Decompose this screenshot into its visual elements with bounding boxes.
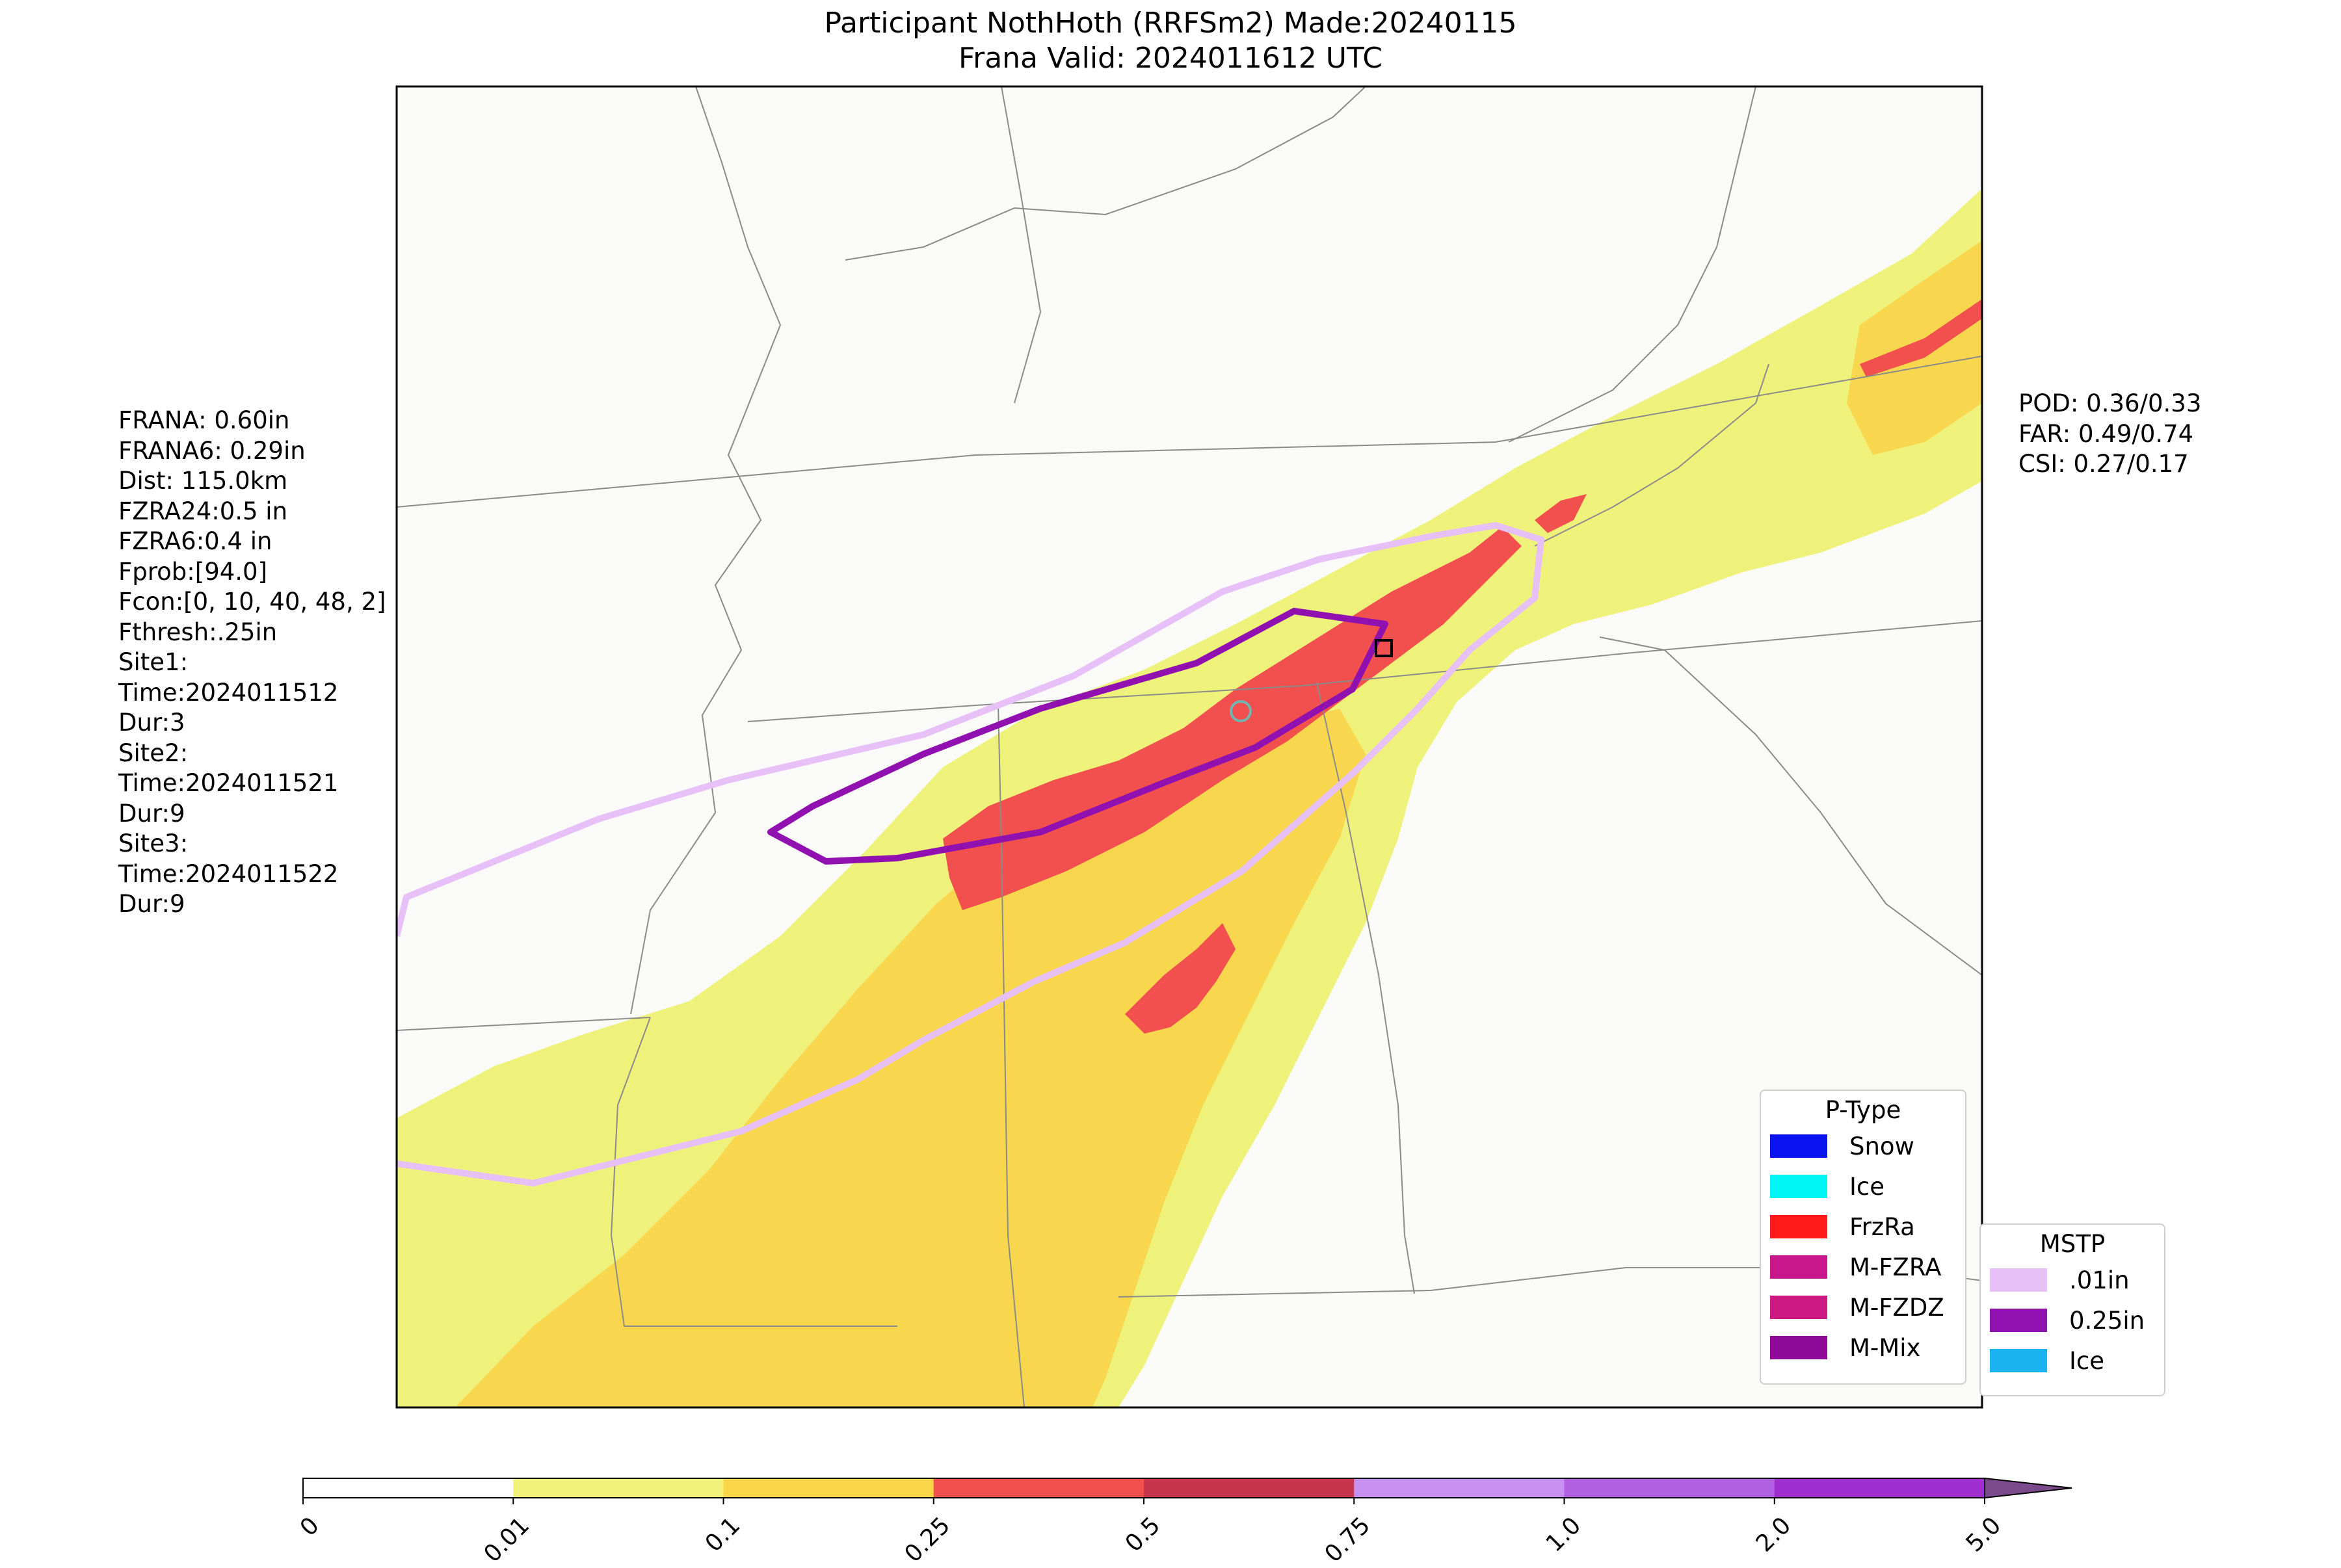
far-stat: FAR: 0.49/0.74	[2018, 419, 2194, 448]
left-stat-line: Time:2024011512	[118, 678, 339, 707]
legend-label: M-FZRA	[1849, 1253, 1942, 1281]
left-stat-line: Dist: 115.0km	[118, 467, 288, 495]
legend-item: 0.25in	[1981, 1300, 2164, 1340]
map-title-line2: Frana Valid: 2024011612 UTC	[959, 42, 1382, 75]
legend-label: FrzRa	[1849, 1212, 1915, 1241]
state-border-ga-sc	[1534, 363, 1769, 547]
legend-swatch	[1770, 1134, 1827, 1158]
map-title-line1: Participant NothHoth (RRFSm2) Made:20240…	[824, 7, 1517, 40]
mstp-025in-contour	[767, 608, 1388, 865]
precip-orange-area	[455, 709, 1366, 1407]
verification-site-circle	[1230, 700, 1252, 722]
left-stat-line: FRANA6: 0.29in	[118, 436, 306, 465]
left-stat-line: Site3:	[118, 830, 189, 857]
left-stats-panel: FRANA: 0.60in FRANA6: 0.29in Dist: 115.0km…	[118, 406, 386, 920]
legend-swatch	[1990, 1268, 2047, 1292]
legend-item: M-Mix	[1761, 1327, 1965, 1368]
state-border-in	[1001, 86, 1042, 404]
precip-red-se-patch	[1125, 923, 1236, 1034]
left-stat-line: FZRA6:0.4 in	[118, 527, 272, 555]
verification-site-square	[1375, 639, 1393, 657]
river-mississippi	[630, 86, 782, 1015]
pod-stat: POD: 0.36/0.33	[2018, 389, 2202, 417]
state-border-ar-la	[397, 1017, 651, 1031]
state-border-ms-al	[998, 705, 1025, 1407]
legend-swatch	[1990, 1349, 2047, 1372]
legend-item: .01in	[1981, 1260, 2164, 1300]
legend-label: M-FZDZ	[1849, 1293, 1944, 1322]
ptype-legend: P-Type Snow Ice FrzRa M-FZRA M-FZDZ M-Mix	[1760, 1090, 1966, 1385]
state-border-al-ga	[1316, 682, 1415, 1294]
state-border-tn-al	[747, 620, 1982, 722]
legend-label: 0.25in	[2069, 1306, 2145, 1335]
left-stat-line: Dur:9	[118, 799, 185, 828]
colorbar-segment	[1774, 1478, 1985, 1498]
colorbar-segment	[1564, 1478, 1775, 1498]
legend-item: Ice	[1981, 1340, 2164, 1381]
right-stats-panel: POD: 0.36/0.33 FAR: 0.49/0.74 CSI: 0.27/0.…	[2018, 389, 2201, 480]
legend-swatch	[1990, 1309, 2047, 1332]
colorbar-segment	[303, 1478, 514, 1498]
legend-swatch	[1770, 1175, 1827, 1198]
csi-stat: CSI: 0.27/0.17	[2018, 450, 2189, 478]
colorbar-segment	[1354, 1478, 1565, 1498]
precip-red-ne	[1860, 299, 1982, 377]
map-frame	[395, 85, 1983, 1409]
colorbar-extend-arrow	[1984, 1477, 2072, 1499]
colorbar-segment	[513, 1478, 724, 1498]
left-stat-line: Time:2024011522	[118, 859, 339, 888]
ptype-legend-title: P-Type	[1825, 1096, 1901, 1124]
legend-swatch	[1770, 1215, 1827, 1238]
left-stat-line: Dur:3	[118, 709, 185, 737]
legend-label: .01in	[2069, 1266, 2130, 1294]
legend-label: M-Mix	[1849, 1333, 1921, 1362]
legend-label: Snow	[1849, 1132, 1914, 1160]
legend-label: Ice	[2069, 1346, 2105, 1375]
colorbar-segment	[723, 1478, 934, 1498]
left-stat-line: FZRA24:0.5 in	[118, 497, 288, 525]
legend-label: Ice	[1849, 1172, 1885, 1201]
legend-swatch	[1770, 1336, 1827, 1359]
precip-red-upper	[1535, 494, 1587, 533]
legend-item: FrzRa	[1761, 1207, 1965, 1247]
left-stat-line: Time:2024011521	[118, 769, 339, 797]
legend-item: M-FZRA	[1761, 1247, 1965, 1287]
legend-swatch	[1770, 1255, 1827, 1279]
left-stat-line: Site2:	[118, 738, 189, 767]
legend-swatch	[1770, 1296, 1827, 1319]
left-stat-line: Fprob:[94.0]	[118, 557, 268, 586]
colorbar-segment	[1144, 1478, 1355, 1498]
colorbar-segment	[933, 1478, 1144, 1498]
state-border-wv	[1508, 86, 1756, 443]
state-border-sc-nc	[1599, 636, 1982, 976]
left-stat-line: Site1:	[118, 648, 189, 676]
state-border-oh-ky	[845, 86, 1366, 261]
state-borders	[397, 86, 1982, 1407]
colorbar	[302, 1477, 2072, 1504]
legend-item: Snow	[1761, 1126, 1965, 1166]
left-stat-line: Fcon:[0, 10, 40, 48, 2]	[118, 588, 386, 616]
legend-item: Ice	[1761, 1166, 1965, 1207]
left-stat-line: Dur:9	[118, 890, 185, 918]
state-border-mn-ky	[397, 356, 1982, 508]
mstp-legend-title: MSTP	[2039, 1230, 2106, 1258]
mstp-01in-contour	[397, 522, 1544, 1186]
mstp-legend: MSTP .01in 0.25in Ice	[1979, 1223, 2165, 1396]
left-stat-line: Fthresh:.25in	[118, 618, 278, 646]
left-stat-line: FRANA: 0.60in	[118, 406, 290, 434]
legend-item: M-FZDZ	[1761, 1287, 1965, 1327]
state-border-la-ms	[610, 1017, 897, 1327]
